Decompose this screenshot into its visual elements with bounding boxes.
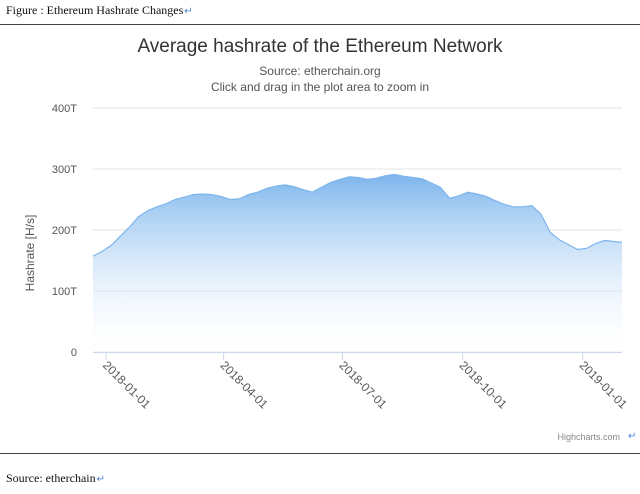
hashrate-area: [93, 174, 622, 352]
x-axis: 2018-01-01 2018-04-01 2018-07-01 2018-10-01…: [93, 352, 630, 412]
y-tick-label: 200T: [52, 225, 77, 237]
figure-source-text: Source: etherchain: [6, 471, 96, 485]
x-tick-label: 2019-01-01: [577, 358, 631, 412]
figure-caption: Figure : Ethereum Hashrate Changes↵: [6, 3, 193, 18]
y-tick-label: 400T: [52, 103, 77, 115]
x-tick-label: 2018-07-01: [336, 358, 390, 412]
x-tick-label: 2018-10-01: [456, 358, 510, 412]
x-tick-label: 2018-04-01: [217, 358, 271, 412]
plot-area[interactable]: [92, 173, 623, 353]
figure-caption-text: Figure : Ethereum Hashrate Changes: [6, 3, 184, 17]
y-axis: 0 100T 200T 300T 400T: [52, 103, 77, 359]
return-mark-icon: ↵: [628, 431, 637, 442]
y-tick-label: 300T: [52, 164, 77, 176]
y-tick-label: 100T: [52, 286, 77, 298]
x-tick-label: 2018-01-01: [100, 358, 154, 412]
figure-source: Source: etherchain↵: [6, 471, 105, 486]
credits-link[interactable]: Highcharts.com: [557, 432, 620, 442]
chart-frame: [0, 24, 640, 454]
hashrate-chart[interactable]: Average hashrate of the Ethereum Network…: [0, 24, 640, 454]
return-mark-icon: ↵: [96, 474, 106, 485]
chart-title: Average hashrate of the Ethereum Network: [137, 36, 503, 57]
chart-zoom-hint: Click and drag in the plot area to zoom …: [211, 80, 429, 94]
y-tick-label: 0: [71, 347, 77, 359]
y-axis-label: Hashrate [H/s]: [23, 215, 37, 292]
hashrate-line: [92, 173, 623, 257]
return-mark-icon: ↵: [184, 6, 193, 17]
chart-subtitle: Source: etherchain.org: [259, 64, 380, 78]
